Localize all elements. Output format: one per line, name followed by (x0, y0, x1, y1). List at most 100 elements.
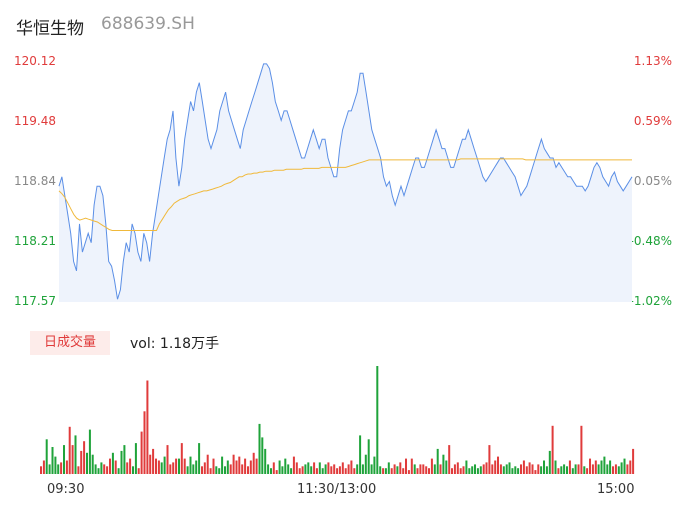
volume-bar (436, 448, 439, 474)
volume-bar (77, 466, 80, 474)
x-tick-close: 15:00 (597, 482, 635, 497)
volume-bar (137, 468, 140, 474)
volume-bar (324, 464, 327, 474)
volume-bar (140, 431, 143, 474)
y-tick-left-2: 118.84 (14, 174, 56, 188)
y-tick-right-2: 0.05% (633, 174, 672, 188)
volume-bar (292, 456, 295, 474)
volume-bar (522, 460, 525, 474)
volume-bar (525, 466, 528, 474)
volume-bar (192, 464, 195, 474)
volume-bar (545, 466, 548, 474)
volume-bar (327, 462, 330, 474)
volume-summary: vol: 1.18万手 (130, 336, 220, 352)
volume-bar (511, 468, 514, 474)
volume-bar (476, 468, 479, 474)
volume-bar (583, 466, 586, 474)
volume-bar (405, 458, 408, 474)
volume-bar (344, 468, 347, 474)
volume-bar (617, 466, 620, 474)
volume-bar (370, 464, 373, 474)
volume-bar (338, 466, 341, 474)
volume-bar (91, 454, 94, 474)
volume-bar (543, 460, 546, 474)
volume-bar (272, 462, 275, 474)
volume-bar (514, 466, 517, 474)
volume-bar (433, 464, 436, 474)
volume-bar (361, 464, 364, 474)
volume-bar (428, 468, 431, 474)
volume-bar (132, 466, 135, 474)
volume-bar (350, 460, 353, 474)
volume-bar (462, 466, 465, 474)
volume-bar (117, 468, 120, 474)
price-area-fill (59, 63, 632, 303)
volume-bar (560, 466, 563, 474)
volume-bar (264, 448, 267, 474)
volume-bar (278, 460, 281, 474)
volume-bar (393, 464, 396, 474)
volume-bar (359, 435, 362, 474)
y-tick-left-0: 120.12 (14, 54, 56, 68)
volume-bar (531, 464, 534, 474)
volume-bar (129, 458, 132, 474)
volume-bar (80, 450, 83, 474)
volume-bar (42, 460, 45, 474)
price-line (58, 63, 633, 300)
volume-bar (244, 458, 247, 474)
y-tick-right-1: 0.59% (633, 114, 672, 128)
volume-bar (160, 462, 163, 474)
volume-bar (103, 464, 106, 474)
x-tick-open: 09:30 (47, 482, 85, 497)
volume-bar (603, 456, 606, 474)
volume-bar (632, 448, 635, 474)
volume-bar (382, 468, 385, 474)
volume-bar (448, 445, 451, 474)
volume-bar (224, 466, 227, 474)
volume-bar (629, 460, 632, 474)
volume-bar (183, 458, 186, 474)
volume-bar (310, 466, 313, 474)
volume-bar (580, 425, 583, 474)
stock-name: 华恒生物 (16, 19, 84, 39)
volume-bar (100, 462, 103, 474)
volume-bar (430, 458, 433, 474)
volume-bar (445, 460, 448, 474)
volume-bar (65, 460, 68, 474)
volume-bar (390, 468, 393, 474)
volume-bar (468, 468, 471, 474)
volume-bar (97, 468, 100, 474)
volume-bar (126, 462, 129, 474)
volume-bar (485, 462, 488, 474)
volume-bar (623, 458, 626, 474)
volume-bar (249, 460, 252, 474)
volume-bar (606, 464, 609, 474)
volume-bar (215, 466, 218, 474)
volume-bar (399, 462, 402, 474)
volume-bar (83, 441, 86, 474)
volume-bar (258, 423, 261, 474)
volume-bar (520, 464, 523, 474)
volume-bar (330, 466, 333, 474)
volume-bar (201, 466, 204, 474)
volume-bar (459, 468, 462, 474)
volume-bar (295, 462, 298, 474)
volume-bar (74, 435, 77, 474)
volume-bar (149, 454, 152, 474)
volume-bar (574, 464, 577, 474)
volume-bar (586, 468, 589, 474)
volume-bar (571, 468, 574, 474)
volume-bar (68, 426, 71, 475)
volume-bar (442, 454, 445, 474)
volume-bar (315, 468, 318, 474)
volume-bar (189, 456, 192, 474)
volume-bar (376, 366, 379, 474)
volume-bar (270, 468, 273, 474)
volume-bar (290, 468, 293, 474)
volume-bar (287, 464, 290, 474)
volume-bar (88, 429, 91, 474)
avg-price-line (58, 158, 632, 231)
volume-bar (540, 466, 543, 474)
volume-bar (482, 464, 485, 474)
